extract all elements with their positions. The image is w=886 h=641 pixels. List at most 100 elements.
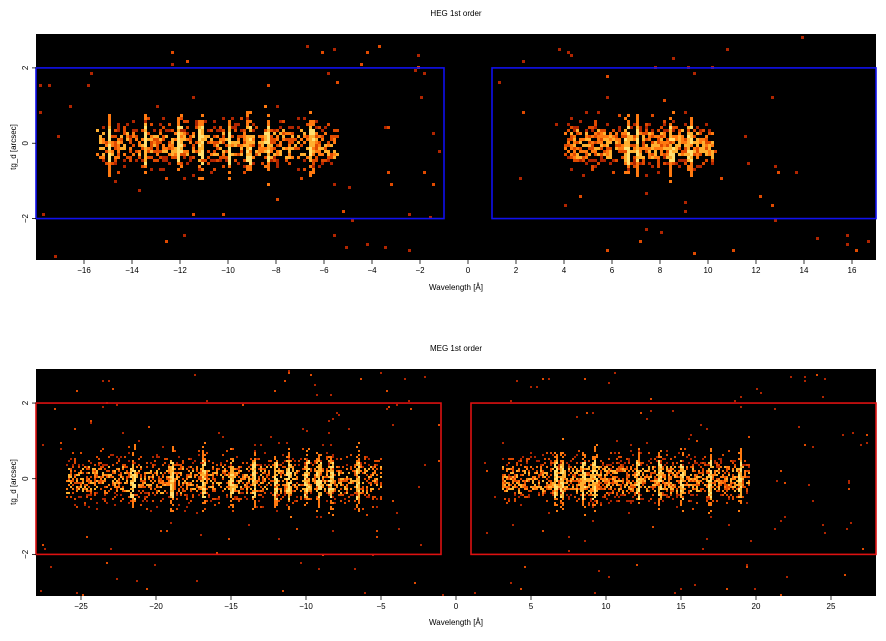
meg-count-pixel	[652, 526, 654, 528]
meg-count-pixel	[222, 436, 224, 438]
heg-count-pixel	[675, 147, 678, 150]
meg-count-pixel	[310, 468, 312, 470]
meg-count-pixel	[726, 588, 728, 590]
meg-count-pixel	[508, 462, 510, 464]
heg-count-pixel	[687, 153, 690, 156]
meg-count-pixel	[346, 476, 348, 478]
heg-count-pixel	[666, 153, 669, 156]
heg-count-pixel	[126, 138, 129, 141]
heg-count-pixel	[111, 150, 114, 153]
heg-count-pixel	[186, 150, 189, 153]
meg-title: MEG 1st order	[430, 344, 482, 353]
heg-x-tick-label: −6	[319, 266, 329, 275]
heg-count-pixel	[198, 126, 201, 129]
meg-count-pixel	[296, 482, 298, 484]
heg-count-pixel	[630, 162, 633, 165]
heg-count-pixel	[138, 156, 141, 159]
meg-count-pixel	[386, 390, 388, 392]
heg-count-pixel	[159, 156, 162, 159]
meg-count-pixel	[366, 514, 368, 516]
meg-count-pixel	[366, 486, 368, 488]
heg-count-pixel	[108, 174, 111, 177]
heg-count-pixel	[117, 141, 120, 144]
heg-count-pixel	[603, 144, 606, 147]
meg-count-pixel	[296, 500, 298, 502]
meg-count-pixel	[300, 484, 302, 486]
heg-x-tick-label: 16	[848, 266, 857, 275]
meg-count-pixel	[174, 486, 176, 488]
heg-count-pixel	[711, 132, 714, 135]
meg-count-pixel	[354, 486, 356, 488]
meg-count-pixel	[584, 540, 586, 542]
heg-count-pixel	[273, 153, 276, 156]
heg-count-pixel	[264, 147, 267, 150]
heg-count-pixel	[156, 144, 159, 147]
meg-count-pixel	[676, 492, 678, 494]
heg-count-pixel	[270, 129, 273, 132]
meg-count-pixel	[102, 480, 104, 482]
meg-count-pixel	[570, 480, 572, 482]
meg-count-pixel	[622, 478, 624, 480]
meg-count-pixel	[114, 504, 116, 506]
heg-count-pixel	[627, 171, 630, 174]
heg-count-pixel	[144, 159, 147, 162]
heg-count-pixel	[267, 147, 270, 150]
meg-count-pixel	[356, 492, 358, 494]
meg-count-pixel	[82, 464, 84, 466]
heg-count-pixel	[267, 144, 270, 147]
meg-count-pixel	[656, 478, 658, 480]
meg-count-pixel	[96, 502, 98, 504]
heg-count-pixel	[696, 141, 699, 144]
meg-count-pixel	[228, 466, 230, 468]
meg-count-pixel	[226, 496, 228, 498]
meg-count-pixel	[736, 468, 738, 470]
meg-count-pixel	[108, 474, 110, 476]
meg-count-pixel	[282, 470, 284, 472]
meg-count-pixel	[338, 466, 340, 468]
meg-count-pixel	[146, 500, 148, 502]
meg-count-pixel	[164, 484, 166, 486]
meg-count-pixel	[264, 478, 266, 480]
meg-count-pixel	[504, 490, 506, 492]
heg-count-pixel	[288, 147, 291, 150]
heg-count-pixel	[228, 129, 231, 132]
meg-count-pixel	[190, 484, 192, 486]
meg-count-pixel	[264, 486, 266, 488]
heg-x-tick-label: −2	[415, 266, 425, 275]
heg-y-tick-label: 2	[21, 65, 30, 70]
meg-count-pixel	[320, 466, 322, 468]
heg-count-pixel	[132, 132, 135, 135]
heg-count-pixel	[99, 141, 102, 144]
heg-count-pixel	[237, 135, 240, 138]
meg-count-pixel	[190, 488, 192, 490]
meg-count-pixel	[604, 474, 606, 476]
heg-count-pixel	[312, 165, 315, 168]
meg-count-pixel	[736, 496, 738, 498]
meg-count-pixel	[720, 466, 722, 468]
heg-count-pixel	[117, 156, 120, 159]
meg-count-pixel	[292, 502, 294, 504]
meg-count-pixel	[366, 488, 368, 490]
meg-count-pixel	[524, 496, 526, 498]
heg-count-pixel	[261, 162, 264, 165]
meg-count-pixel	[74, 482, 76, 484]
meg-count-pixel	[616, 468, 618, 470]
meg-count-pixel	[550, 492, 552, 494]
meg-count-pixel	[308, 482, 310, 484]
heg-count-pixel	[210, 138, 213, 141]
meg-count-pixel	[648, 452, 650, 454]
heg-count-pixel	[645, 192, 648, 195]
meg-count-pixel	[266, 474, 268, 476]
meg-count-pixel	[628, 492, 630, 494]
meg-count-pixel	[234, 496, 236, 498]
meg-count-pixel	[260, 464, 262, 466]
heg-count-pixel	[285, 156, 288, 159]
meg-count-pixel	[96, 508, 98, 510]
heg-count-pixel	[618, 114, 621, 117]
heg-count-pixel	[609, 153, 612, 156]
heg-count-pixel	[222, 141, 225, 144]
meg-count-pixel	[532, 486, 534, 488]
meg-count-pixel	[590, 470, 592, 472]
meg-count-pixel	[374, 470, 376, 472]
